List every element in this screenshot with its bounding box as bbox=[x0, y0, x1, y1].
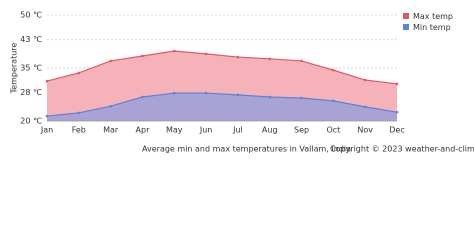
point bbox=[363, 78, 367, 82]
x-tick-label: Sep bbox=[294, 126, 309, 135]
point bbox=[204, 52, 208, 56]
y-tick-label: 43 ℃ bbox=[20, 35, 42, 44]
point bbox=[109, 104, 112, 108]
point bbox=[363, 105, 367, 109]
x-tick-label: Jan bbox=[40, 126, 53, 135]
y-tick-label: 50 ℃ bbox=[20, 11, 42, 20]
y-axis-label: Temperature bbox=[10, 43, 19, 95]
x-tick-label: Apr bbox=[136, 126, 151, 135]
point bbox=[236, 55, 240, 59]
x-tick-label: Feb bbox=[72, 126, 86, 135]
y-tick-label: 35 ℃ bbox=[20, 64, 42, 73]
point bbox=[300, 96, 303, 100]
line bbox=[46, 50, 398, 85]
point bbox=[77, 111, 81, 115]
x-tick-label: Jul bbox=[232, 126, 243, 135]
legend-label: Min temp bbox=[413, 23, 451, 32]
legend-label: Max temp bbox=[413, 12, 453, 21]
point bbox=[141, 95, 144, 99]
point bbox=[268, 57, 272, 61]
x-tick-label: Oct bbox=[326, 126, 340, 135]
point bbox=[77, 71, 81, 75]
point bbox=[332, 99, 335, 103]
point bbox=[395, 82, 399, 86]
caption: Average min and max temperatures in Vall… bbox=[142, 145, 351, 154]
copyright: Copyright © 2023 weather-and-climate.com bbox=[330, 145, 474, 154]
point bbox=[45, 79, 49, 83]
x-tick-label: Dec bbox=[389, 126, 404, 135]
area-fill bbox=[47, 93, 397, 121]
point bbox=[172, 91, 176, 95]
x-tick-label: May bbox=[166, 126, 183, 135]
point bbox=[300, 59, 303, 63]
legend-swatch bbox=[403, 13, 409, 19]
point bbox=[204, 91, 208, 95]
point bbox=[109, 59, 112, 63]
point bbox=[395, 110, 399, 114]
x-tick-label: Nov bbox=[357, 126, 373, 135]
x-tick-label: Jun bbox=[199, 126, 213, 135]
x-tick-label: Aug bbox=[262, 126, 278, 135]
point bbox=[236, 93, 240, 97]
legend-swatch bbox=[403, 24, 409, 30]
point bbox=[268, 95, 272, 99]
x-tick-label: Mar bbox=[103, 126, 119, 135]
line bbox=[46, 92, 398, 117]
point bbox=[45, 114, 49, 118]
point bbox=[172, 49, 176, 53]
point bbox=[332, 68, 335, 72]
point bbox=[141, 54, 144, 58]
y-tick-label: 28 ℃ bbox=[20, 88, 42, 97]
chart: Temperature Average min and max temperat… bbox=[10, 11, 474, 154]
y-tick-label: 20 ℃ bbox=[20, 117, 42, 126]
